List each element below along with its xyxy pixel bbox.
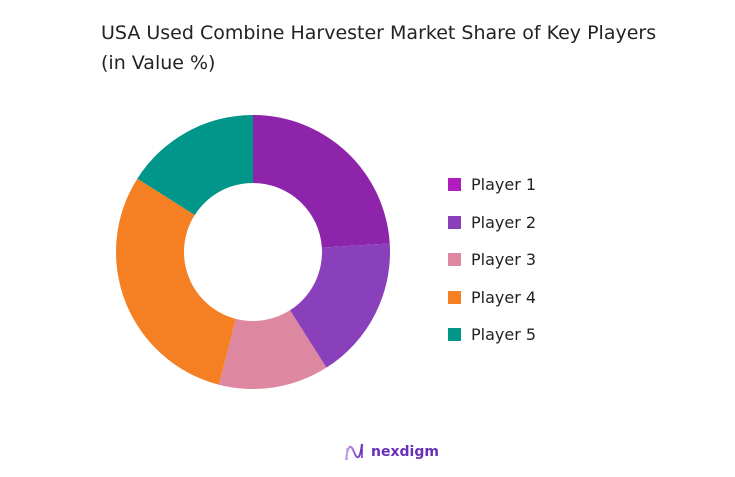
legend-label: Player 3 xyxy=(471,250,537,270)
legend-item-player-2: Player 2 xyxy=(448,204,536,242)
legend-item-player-1: Player 1 xyxy=(448,166,536,204)
legend-swatch xyxy=(448,290,461,304)
legend-swatch xyxy=(448,178,461,192)
legend-label: Player 4 xyxy=(471,287,537,307)
nexdigm-logo: nexdigm xyxy=(344,442,439,462)
chart-title: USA Used Combine Harvester Market Share … xyxy=(101,22,657,74)
legend-swatch xyxy=(448,328,461,342)
logo-text: nexdigm xyxy=(371,444,439,460)
legend-label: Player 2 xyxy=(471,212,537,232)
nexdigm-wave-icon xyxy=(345,443,363,461)
legend-label: Player 1 xyxy=(471,175,537,195)
legend-swatch xyxy=(448,253,461,267)
donut-slice-2 xyxy=(289,243,390,368)
chart-legend: Player 1 Player 2 Player 3 Player 4 Player 5 xyxy=(448,166,536,354)
legend-label: Player 5 xyxy=(471,325,537,345)
legend-item-player-3: Player 3 xyxy=(448,241,536,279)
legend-swatch xyxy=(448,215,461,229)
donut-slice-5 xyxy=(137,115,253,216)
donut-slice-4 xyxy=(116,178,236,385)
donut-slice-3 xyxy=(218,310,327,389)
legend-item-player-4: Player 4 xyxy=(448,279,536,317)
donut-slice-1 xyxy=(253,115,390,248)
legend-item-player-5: Player 5 xyxy=(448,316,536,354)
